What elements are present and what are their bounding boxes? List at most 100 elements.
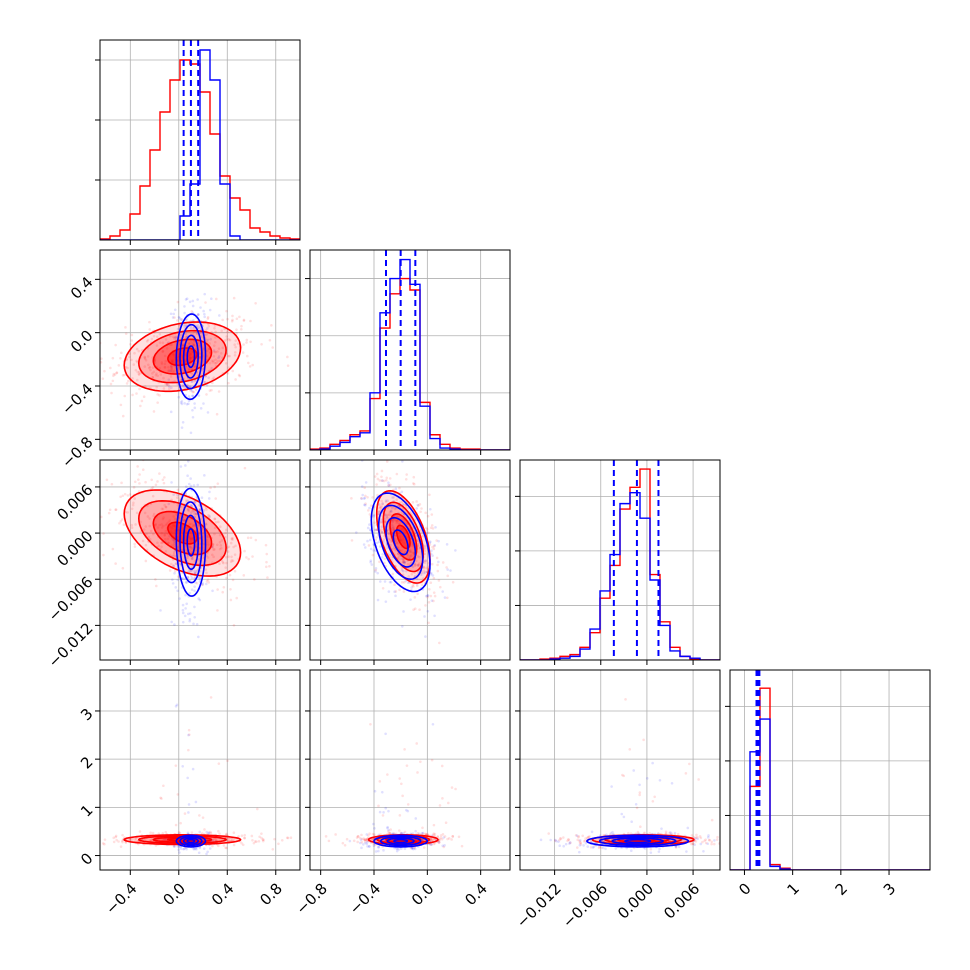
scatter-point	[393, 547, 396, 551]
scatter-point	[450, 838, 453, 841]
scatter-point	[163, 365, 167, 369]
scatter-point	[196, 483, 200, 487]
scatter-point	[229, 560, 233, 564]
scatter-point	[148, 365, 152, 369]
x-tick-label: −0.4	[102, 880, 140, 918]
marginal-content	[310, 250, 510, 450]
scatter-point	[135, 378, 139, 382]
scatter-point	[170, 367, 173, 371]
scatter-point	[188, 359, 191, 363]
scatter-point	[413, 562, 417, 566]
scatter-point	[197, 341, 201, 345]
scatter-point	[141, 539, 145, 543]
scatter-point	[423, 552, 427, 556]
scatter-point	[416, 771, 419, 774]
scatter-point	[252, 841, 256, 845]
scatter-point	[193, 589, 196, 593]
scatter-point	[213, 517, 217, 521]
scatter-point	[706, 842, 710, 846]
scatter-point	[112, 840, 116, 844]
scatter-point	[112, 372, 116, 376]
scatter-point	[247, 557, 250, 561]
scatter-point	[380, 528, 383, 531]
scatter-point	[143, 511, 147, 515]
scatter-point	[173, 569, 177, 573]
scatter-point	[209, 830, 212, 834]
scatter-point	[380, 504, 383, 508]
scatter-point	[224, 531, 227, 535]
scatter-point	[243, 466, 247, 470]
scatter-point	[189, 351, 192, 355]
scatter-point	[179, 333, 183, 337]
y-tick-label: 1	[77, 801, 96, 820]
scatter-point	[577, 850, 581, 854]
scatter-point	[144, 559, 148, 563]
scatter-point	[422, 565, 425, 569]
scatter-point	[187, 402, 190, 406]
scatter-point	[151, 372, 154, 375]
scatter-point	[180, 354, 184, 358]
scatter-point	[605, 833, 608, 837]
scatter-point	[402, 560, 406, 564]
scatter-point	[226, 759, 229, 763]
scatter-point	[701, 840, 704, 844]
contour-series-a	[379, 835, 422, 847]
scatter-point	[218, 547, 222, 551]
scatter-point	[193, 406, 197, 410]
scatter-point	[189, 545, 192, 549]
scatter-point	[430, 838, 434, 842]
scatter-point	[171, 352, 175, 356]
scatter-point	[416, 503, 420, 507]
scatter-point	[151, 366, 155, 369]
scatter-point	[100, 361, 103, 364]
scatter-point	[180, 318, 184, 321]
scatter-point	[155, 372, 158, 375]
scatter-point	[203, 380, 206, 384]
scatter-point	[232, 296, 236, 300]
scatter-point	[206, 578, 210, 582]
scatter-point	[183, 325, 186, 329]
scatter-point	[372, 822, 375, 826]
scatter-point	[133, 351, 136, 355]
scatter-point	[174, 823, 178, 827]
scatter-point	[375, 472, 379, 476]
scatter-point	[164, 338, 168, 341]
scatter-point	[160, 541, 163, 545]
scatter-point	[183, 311, 186, 315]
y-tick-label: −0.8	[58, 433, 96, 471]
scatter-point	[144, 543, 148, 547]
scatter-point	[268, 338, 272, 342]
scatter-point	[197, 576, 201, 580]
scatter-point	[161, 349, 165, 353]
x-tick-label: 0.0	[159, 880, 189, 910]
scatter-point	[151, 486, 155, 489]
scatter-point	[358, 841, 362, 845]
scatter-point	[277, 842, 280, 846]
scatter-point	[168, 334, 172, 338]
scatter-point	[234, 339, 238, 342]
scatter-point	[181, 603, 185, 607]
scatter-point	[389, 540, 393, 543]
scatter-point	[189, 389, 192, 392]
scatter-point	[209, 486, 212, 490]
scatter-point	[389, 513, 393, 517]
scatter-point	[624, 698, 627, 701]
scatter-point	[240, 324, 243, 328]
scatter-point	[203, 380, 206, 384]
scatter-point	[184, 581, 188, 584]
contour-series-a	[186, 528, 196, 557]
scatter-point	[390, 506, 394, 510]
scatter-point	[165, 383, 169, 387]
scatter-point	[261, 838, 265, 841]
scatter-point	[191, 415, 195, 419]
scatter-point	[417, 564, 420, 567]
scatter-point	[198, 355, 202, 359]
scatter-point	[131, 838, 134, 841]
scatter-point	[598, 845, 601, 848]
scatter-point	[424, 559, 428, 563]
scatter-point	[364, 494, 367, 498]
scatter-point	[102, 532, 105, 535]
scatter-point	[155, 344, 159, 347]
scatter-point	[162, 516, 165, 519]
scatter-point	[232, 624, 236, 627]
